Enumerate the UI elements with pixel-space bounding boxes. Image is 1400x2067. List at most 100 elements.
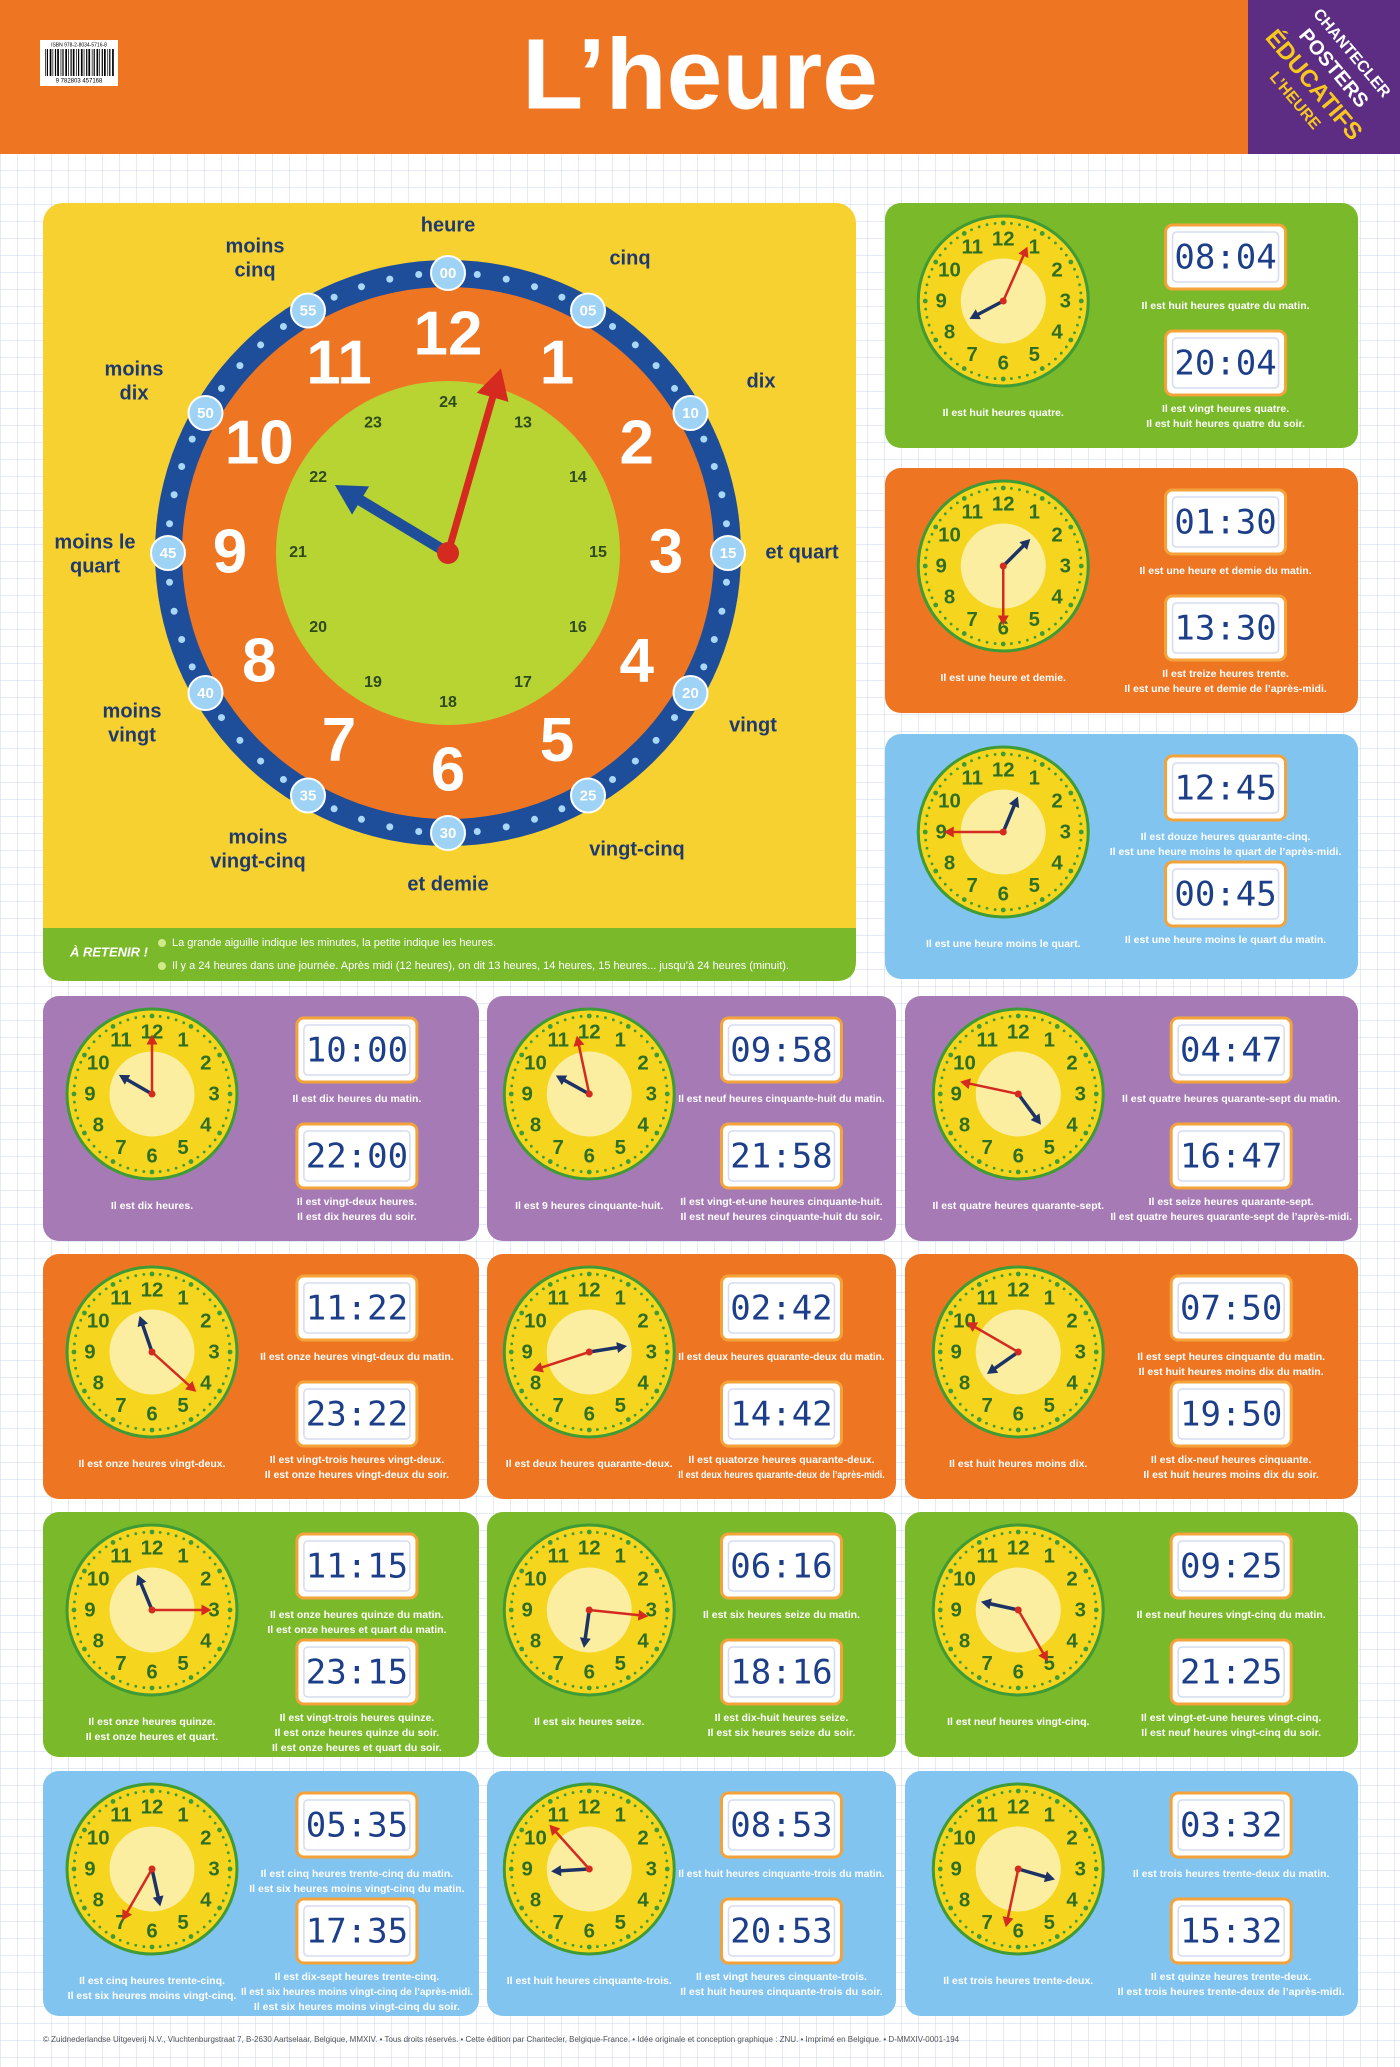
minute-dot [1083,1130,1089,1136]
minute-dot [939,1100,943,1104]
minute-dot [1064,345,1068,349]
minute-dot [953,1138,957,1142]
minute-dot [977,904,981,908]
minute-dot [722,578,730,586]
clock-number: 1 [1029,768,1040,790]
digital-caption: Il est vingt-et-une heures cinquante-hui… [680,1196,883,1208]
minute-dot [940,1366,944,1370]
minute-dot [1078,829,1084,835]
minute-dot [1094,1616,1098,1620]
minute-dot [1076,275,1079,279]
minute-dot [224,1843,228,1847]
minute-dot [611,1793,615,1797]
minute-dot [511,1592,515,1596]
minute-dot [166,1684,170,1688]
minute-dot [586,1427,592,1433]
digital-caption: Il est neuf heures cinquante-huit du mat… [678,1093,885,1105]
hour-number: 2 [620,408,654,477]
minute-dot [1088,1124,1091,1128]
minute-dot [659,1382,662,1386]
minute-dot [633,1155,637,1159]
minute-dot [571,1274,575,1278]
digital-time: 08:04 [1174,238,1276,278]
clock-number: 3 [1060,555,1071,577]
minute-dot [992,1276,996,1280]
minute-dot [221,1060,225,1064]
hour-24-number: 13 [514,414,532,431]
minute-dot [1018,640,1021,644]
minute-phrase: dix [747,370,776,392]
minute-dot [927,806,931,810]
minute-dot [1094,1342,1098,1346]
digital-caption: Il est quatre heures quarante-sept de l’… [1110,1211,1352,1223]
minute-bubble [430,255,466,291]
minute-dot [1047,893,1051,897]
clock-hand [976,299,1005,317]
minute-dot [92,1815,96,1819]
minute-dot [149,1427,155,1433]
minute-dot [579,1945,583,1948]
minute-dot [933,337,939,343]
hour-24-number: 18 [439,694,457,711]
minute-dot [933,524,939,530]
display-screen [727,1130,836,1182]
minute-dot [547,1282,553,1287]
minute-dot [142,1531,146,1534]
minute-dot [558,805,566,813]
clock-hand [1016,1867,1048,1879]
minute-dot [586,1944,592,1950]
minute-dot [940,1883,944,1887]
minute-dot [619,1679,623,1683]
minute-dot [939,1859,943,1863]
minute-dot [953,1046,957,1050]
clock-number: 12 [141,1537,164,1559]
minute-dot [531,283,539,291]
minute-dot [609,322,617,330]
minute-dot [586,1169,592,1175]
minute-dot [92,1298,96,1302]
minute-dot [226,1366,230,1370]
minute-bubble [672,395,709,431]
minute-dot [508,1349,514,1355]
minute-dot [1000,1943,1004,1947]
hand-tip [573,1035,585,1047]
minute-dot [547,1675,553,1680]
minute-dot [961,366,967,371]
minute-phrase: cinq [609,247,650,269]
minute-dot [924,572,928,576]
minute-dot [1048,1938,1052,1942]
clock-pivot [585,1606,593,1614]
minute-dot [964,1666,968,1670]
clock-number: 8 [530,1372,541,1394]
minute-dot [650,1821,654,1825]
minute-dot [985,1279,988,1283]
minute-dot [1093,1624,1096,1628]
bar-stripe [107,49,109,76]
minute-dot [542,1930,545,1934]
bar-stripe [88,49,91,76]
minute-dot [631,341,639,349]
minute-dot [166,1168,170,1172]
minute-dot [664,1366,667,1370]
clock-number: 8 [944,321,955,343]
minute-dot [531,815,539,823]
clock-number: 7 [115,1395,126,1417]
display-screen [303,1282,411,1334]
minute-dot [529,1144,533,1148]
minute-dot [985,1021,988,1025]
digital-time: 07:50 [1180,1289,1282,1329]
minute-dot [645,1815,649,1819]
minute-dot [529,1815,533,1819]
minute-dot [625,1159,631,1164]
minute-dot [948,1310,954,1316]
minute-dot [158,1170,162,1173]
minute-phrase: et demie [407,873,488,895]
minute-phrase: vingt [108,724,156,746]
minute-dot [664,1866,670,1872]
minute-dot [529,1660,533,1664]
minute-dot [1093,1883,1096,1887]
minute-dot [76,1843,80,1847]
minute-dot [519,1052,525,1058]
minute-dot [948,1568,954,1574]
